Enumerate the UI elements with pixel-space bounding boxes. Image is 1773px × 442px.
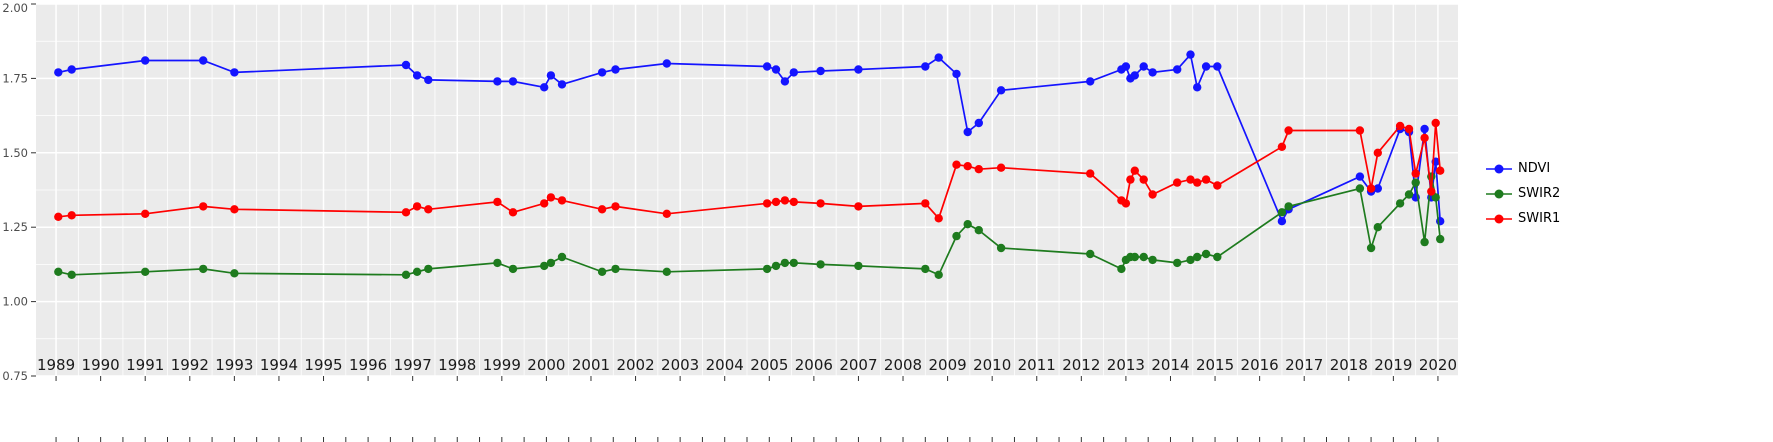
legend-label-SWIR1: SWIR1 bbox=[1518, 211, 1561, 226]
svg-text:2020: 2020 bbox=[1419, 356, 1457, 374]
svg-text:1.25: 1.25 bbox=[2, 220, 28, 234]
svg-text:2001: 2001 bbox=[572, 356, 610, 374]
series-SWIR2-line bbox=[58, 176, 1442, 276]
svg-text:2007: 2007 bbox=[839, 356, 877, 374]
svg-text:2003: 2003 bbox=[661, 356, 699, 374]
major-gridlines bbox=[36, 3, 1458, 377]
svg-text:2013: 2013 bbox=[1107, 356, 1145, 374]
svg-text:2016: 2016 bbox=[1241, 356, 1279, 374]
minor-gridlines bbox=[36, 4, 1458, 376]
svg-text:1990: 1990 bbox=[82, 356, 120, 374]
y-axis-ticks bbox=[31, 3, 36, 377]
legend-item-NDVI: NDVI bbox=[1486, 160, 1560, 178]
series-NDVI-points bbox=[54, 50, 1445, 226]
legend-item-SWIR2: SWIR2 bbox=[1486, 185, 1560, 203]
svg-text:1992: 1992 bbox=[171, 356, 209, 374]
series-SWIR1-line bbox=[58, 122, 1442, 220]
svg-text:1994: 1994 bbox=[260, 356, 298, 374]
legend-key-NDVI bbox=[1486, 164, 1512, 174]
svg-text:0.75: 0.75 bbox=[2, 369, 28, 383]
svg-text:2005: 2005 bbox=[750, 356, 788, 374]
svg-text:2010: 2010 bbox=[973, 356, 1011, 374]
svg-text:1997: 1997 bbox=[394, 356, 432, 374]
legend-label-NDVI: NDVI bbox=[1518, 161, 1551, 176]
series-SWIR1-points bbox=[54, 118, 1445, 223]
y-axis-labels: 2.00 1.75 1.50 1.25 1.00 0.75 bbox=[2, 1, 28, 383]
legend-key-SWIR1 bbox=[1486, 214, 1512, 224]
svg-text:1993: 1993 bbox=[215, 356, 253, 374]
svg-text:1989: 1989 bbox=[37, 356, 75, 374]
svg-text:2014: 2014 bbox=[1151, 356, 1189, 374]
x-axis-ticks bbox=[55, 376, 1439, 381]
legend-label-SWIR2: SWIR2 bbox=[1518, 186, 1561, 201]
svg-text:1996: 1996 bbox=[349, 356, 387, 374]
svg-text:2015: 2015 bbox=[1196, 356, 1234, 374]
svg-text:1995: 1995 bbox=[304, 356, 342, 374]
svg-text:1998: 1998 bbox=[438, 356, 476, 374]
svg-text:1.50: 1.50 bbox=[2, 146, 28, 160]
svg-text:2.00: 2.00 bbox=[2, 1, 28, 15]
svg-text:2012: 2012 bbox=[1062, 356, 1100, 374]
svg-text:2011: 2011 bbox=[1018, 356, 1056, 374]
svg-text:2004: 2004 bbox=[706, 356, 744, 374]
svg-text:2006: 2006 bbox=[795, 356, 833, 374]
svg-text:2017: 2017 bbox=[1285, 356, 1323, 374]
legend: NDVI SWIR2 SWIR1 bbox=[1486, 160, 1560, 228]
svg-text:1.00: 1.00 bbox=[2, 295, 28, 309]
legend-key-SWIR2 bbox=[1486, 189, 1512, 199]
svg-text:2009: 2009 bbox=[929, 356, 967, 374]
x-axis-labels: 1989 1990 1991 1992 1993 1994 1995 1996 1997 1998… bbox=[37, 356, 1457, 374]
svg-text:2008: 2008 bbox=[884, 356, 922, 374]
svg-text:2000: 2000 bbox=[527, 356, 565, 374]
svg-text:1991: 1991 bbox=[126, 356, 164, 374]
svg-text:2002: 2002 bbox=[616, 356, 654, 374]
svg-text:2018: 2018 bbox=[1330, 356, 1368, 374]
legend-item-SWIR1: SWIR1 bbox=[1486, 210, 1560, 228]
x-axis-bottom-ticks bbox=[55, 437, 1439, 442]
series-NDVI-line bbox=[58, 52, 1442, 224]
svg-text:1999: 1999 bbox=[483, 356, 521, 374]
svg-text:1.75: 1.75 bbox=[2, 71, 28, 85]
svg-text:2019: 2019 bbox=[1374, 356, 1412, 374]
